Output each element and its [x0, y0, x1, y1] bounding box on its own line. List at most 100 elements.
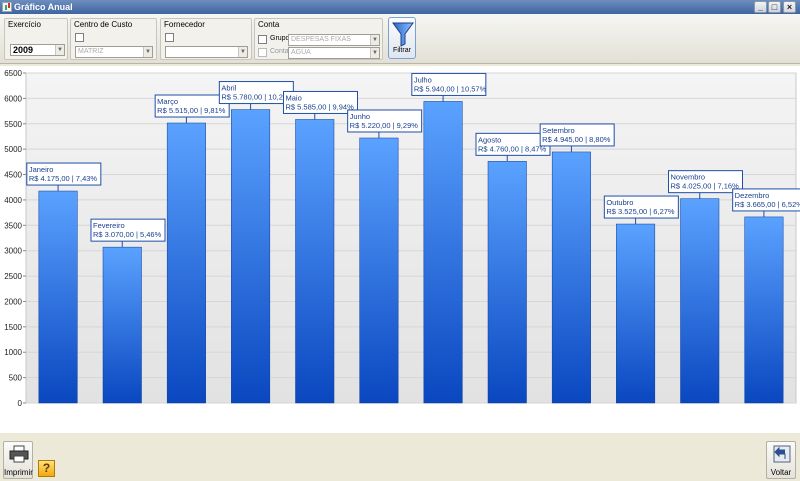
- minimize-button[interactable]: _: [754, 1, 767, 13]
- group-exercicio: Exercício 2009 ▼: [4, 18, 68, 60]
- value-label: R$ 4.945,00 | 8,80%: [542, 135, 611, 144]
- value-label: R$ 5.515,00 | 9,81%: [157, 106, 226, 115]
- chevron-down-icon[interactable]: ▼: [55, 45, 64, 55]
- bar-abril: [231, 109, 271, 404]
- back-arrow-icon: [773, 445, 791, 463]
- category-label: Fevereiro: [93, 221, 125, 230]
- centro-custo-select[interactable]: MATRIZ ▼: [75, 46, 153, 58]
- category-label: Março: [157, 97, 178, 106]
- value-label: R$ 3.525,00 | 6,27%: [606, 207, 675, 216]
- y-tick-label: 3500: [4, 221, 22, 230]
- bar-maio: [295, 119, 335, 404]
- bar-outubro: [616, 223, 656, 404]
- y-tick-label: 3000: [4, 247, 22, 256]
- category-label: Julho: [414, 75, 432, 84]
- y-tick-label: 2500: [4, 272, 22, 281]
- conta-select[interactable]: AGUA ▼: [288, 47, 380, 59]
- value-label: R$ 5.780,00 | 10,28%: [221, 93, 294, 102]
- data-label-box: [411, 72, 487, 96]
- fornecedor-checkbox[interactable]: [165, 33, 174, 42]
- filter-button[interactable]: Filtrar: [388, 17, 416, 59]
- y-tick-label: 4500: [4, 171, 22, 180]
- bar-chart: 0 500 1000 1500 2000 2500 3000 3500 4000 4500 5000…: [4, 69, 800, 408]
- category-label: Outubro: [606, 198, 633, 207]
- value-label: R$ 5.940,00 | 10,57%: [414, 84, 487, 93]
- value-label: R$ 4.760,00 | 8,47%: [478, 144, 547, 153]
- bar-agosto: [487, 161, 527, 404]
- chevron-down-icon[interactable]: ▼: [143, 47, 152, 57]
- data-label-box: [539, 123, 615, 147]
- y-tick-label: 2000: [4, 297, 22, 306]
- help-icon[interactable]: ?: [38, 460, 55, 477]
- conta-value: AGUA: [291, 49, 311, 56]
- title-bar: Gráfico Anual _ □ ×: [0, 0, 800, 14]
- printer-icon: [9, 445, 29, 463]
- group-fornecedor: Fornecedor ▼: [160, 18, 252, 60]
- y-tick-label: 5500: [4, 120, 22, 129]
- group-centro-custo: Centro de Custo MATRIZ ▼: [70, 18, 157, 60]
- category-label: Junho: [350, 112, 370, 121]
- bar-fevereiro: [102, 246, 142, 404]
- fornecedor-select[interactable]: ▼: [165, 46, 248, 58]
- maximize-button[interactable]: □: [768, 1, 781, 13]
- chevron-down-icon[interactable]: ▼: [370, 48, 379, 58]
- group-conta: Conta Grupo DESPESAS FIXAS ▼ Conta AGUA …: [254, 18, 383, 60]
- grupo-select[interactable]: DESPESAS FIXAS ▼: [288, 34, 380, 46]
- value-label: R$ 3.665,00 | 6,52%: [735, 200, 800, 209]
- bar-julho: [423, 101, 463, 404]
- data-label-box: [732, 188, 800, 212]
- print-button-label: Imprimir: [4, 468, 33, 477]
- filter-button-label: Filtrar: [393, 47, 411, 54]
- category-label: Novembro: [671, 173, 706, 182]
- back-button-label: Voltar: [770, 468, 792, 477]
- y-tick-label: 6000: [4, 94, 22, 103]
- grupo-value: DESPESAS FIXAS: [291, 36, 351, 43]
- data-label-box: [668, 170, 743, 194]
- print-button[interactable]: Imprimir: [3, 441, 33, 479]
- y-tick-label: 4000: [4, 196, 22, 205]
- chevron-down-icon[interactable]: ▼: [370, 35, 379, 45]
- bar-março: [166, 122, 206, 404]
- category-label: Janeiro: [29, 165, 54, 174]
- bar-setembro: [551, 151, 591, 404]
- window-title: Gráfico Anual: [14, 2, 73, 12]
- category-label: Agosto: [478, 135, 501, 144]
- centro-custo-label: Centro de Custo: [74, 20, 133, 29]
- app-icon: [2, 2, 12, 12]
- exercicio-value: 2009: [13, 45, 34, 55]
- grupo-checkbox[interactable]: [258, 35, 267, 44]
- category-label: Maio: [286, 93, 302, 102]
- value-label: R$ 3.070,00 | 5,46%: [93, 230, 162, 239]
- category-label: Dezembro: [735, 191, 770, 200]
- data-label-box: [26, 162, 102, 186]
- y-tick-label: 1500: [4, 323, 22, 332]
- data-label-box: [90, 218, 166, 242]
- data-label-box: [283, 90, 358, 114]
- centro-custo-checkbox[interactable]: [75, 33, 84, 42]
- conta-label: Conta: [258, 20, 280, 29]
- y-tick-label: 500: [9, 374, 23, 383]
- chevron-down-icon[interactable]: ▼: [238, 47, 247, 57]
- bar-novembro: [680, 198, 720, 404]
- funnel-icon: [392, 22, 414, 47]
- bar-janeiro: [38, 190, 78, 404]
- data-label-box: [603, 195, 679, 219]
- chart-area: 0 500 1000 1500 2000 2500 3000 3500 4000 4500 5000…: [0, 66, 800, 433]
- value-label: R$ 4.175,00 | 7,43%: [29, 174, 98, 183]
- y-tick-label: 6500: [4, 69, 22, 78]
- bar-dezembro: [744, 216, 784, 404]
- data-label-box: [154, 94, 230, 118]
- filter-toolbar: Exercício 2009 ▼ Centro de Custo MATRIZ …: [0, 14, 800, 64]
- value-label: R$ 5.220,00 | 9,29%: [350, 121, 419, 130]
- centro-custo-value: MATRIZ: [78, 48, 104, 55]
- exercicio-select[interactable]: 2009 ▼: [10, 44, 65, 56]
- exercicio-label: Exercício: [8, 20, 41, 29]
- fornecedor-label: Fornecedor: [164, 20, 205, 29]
- category-label: Abril: [221, 84, 236, 93]
- bottom-bar: Imprimir Voltar: [0, 433, 800, 481]
- bar-junho: [359, 137, 399, 404]
- close-button[interactable]: ×: [783, 1, 796, 13]
- back-button[interactable]: Voltar: [766, 441, 796, 479]
- conta-checkbox[interactable]: [258, 48, 267, 57]
- value-label: R$ 4.025,00 | 7,16%: [671, 182, 740, 191]
